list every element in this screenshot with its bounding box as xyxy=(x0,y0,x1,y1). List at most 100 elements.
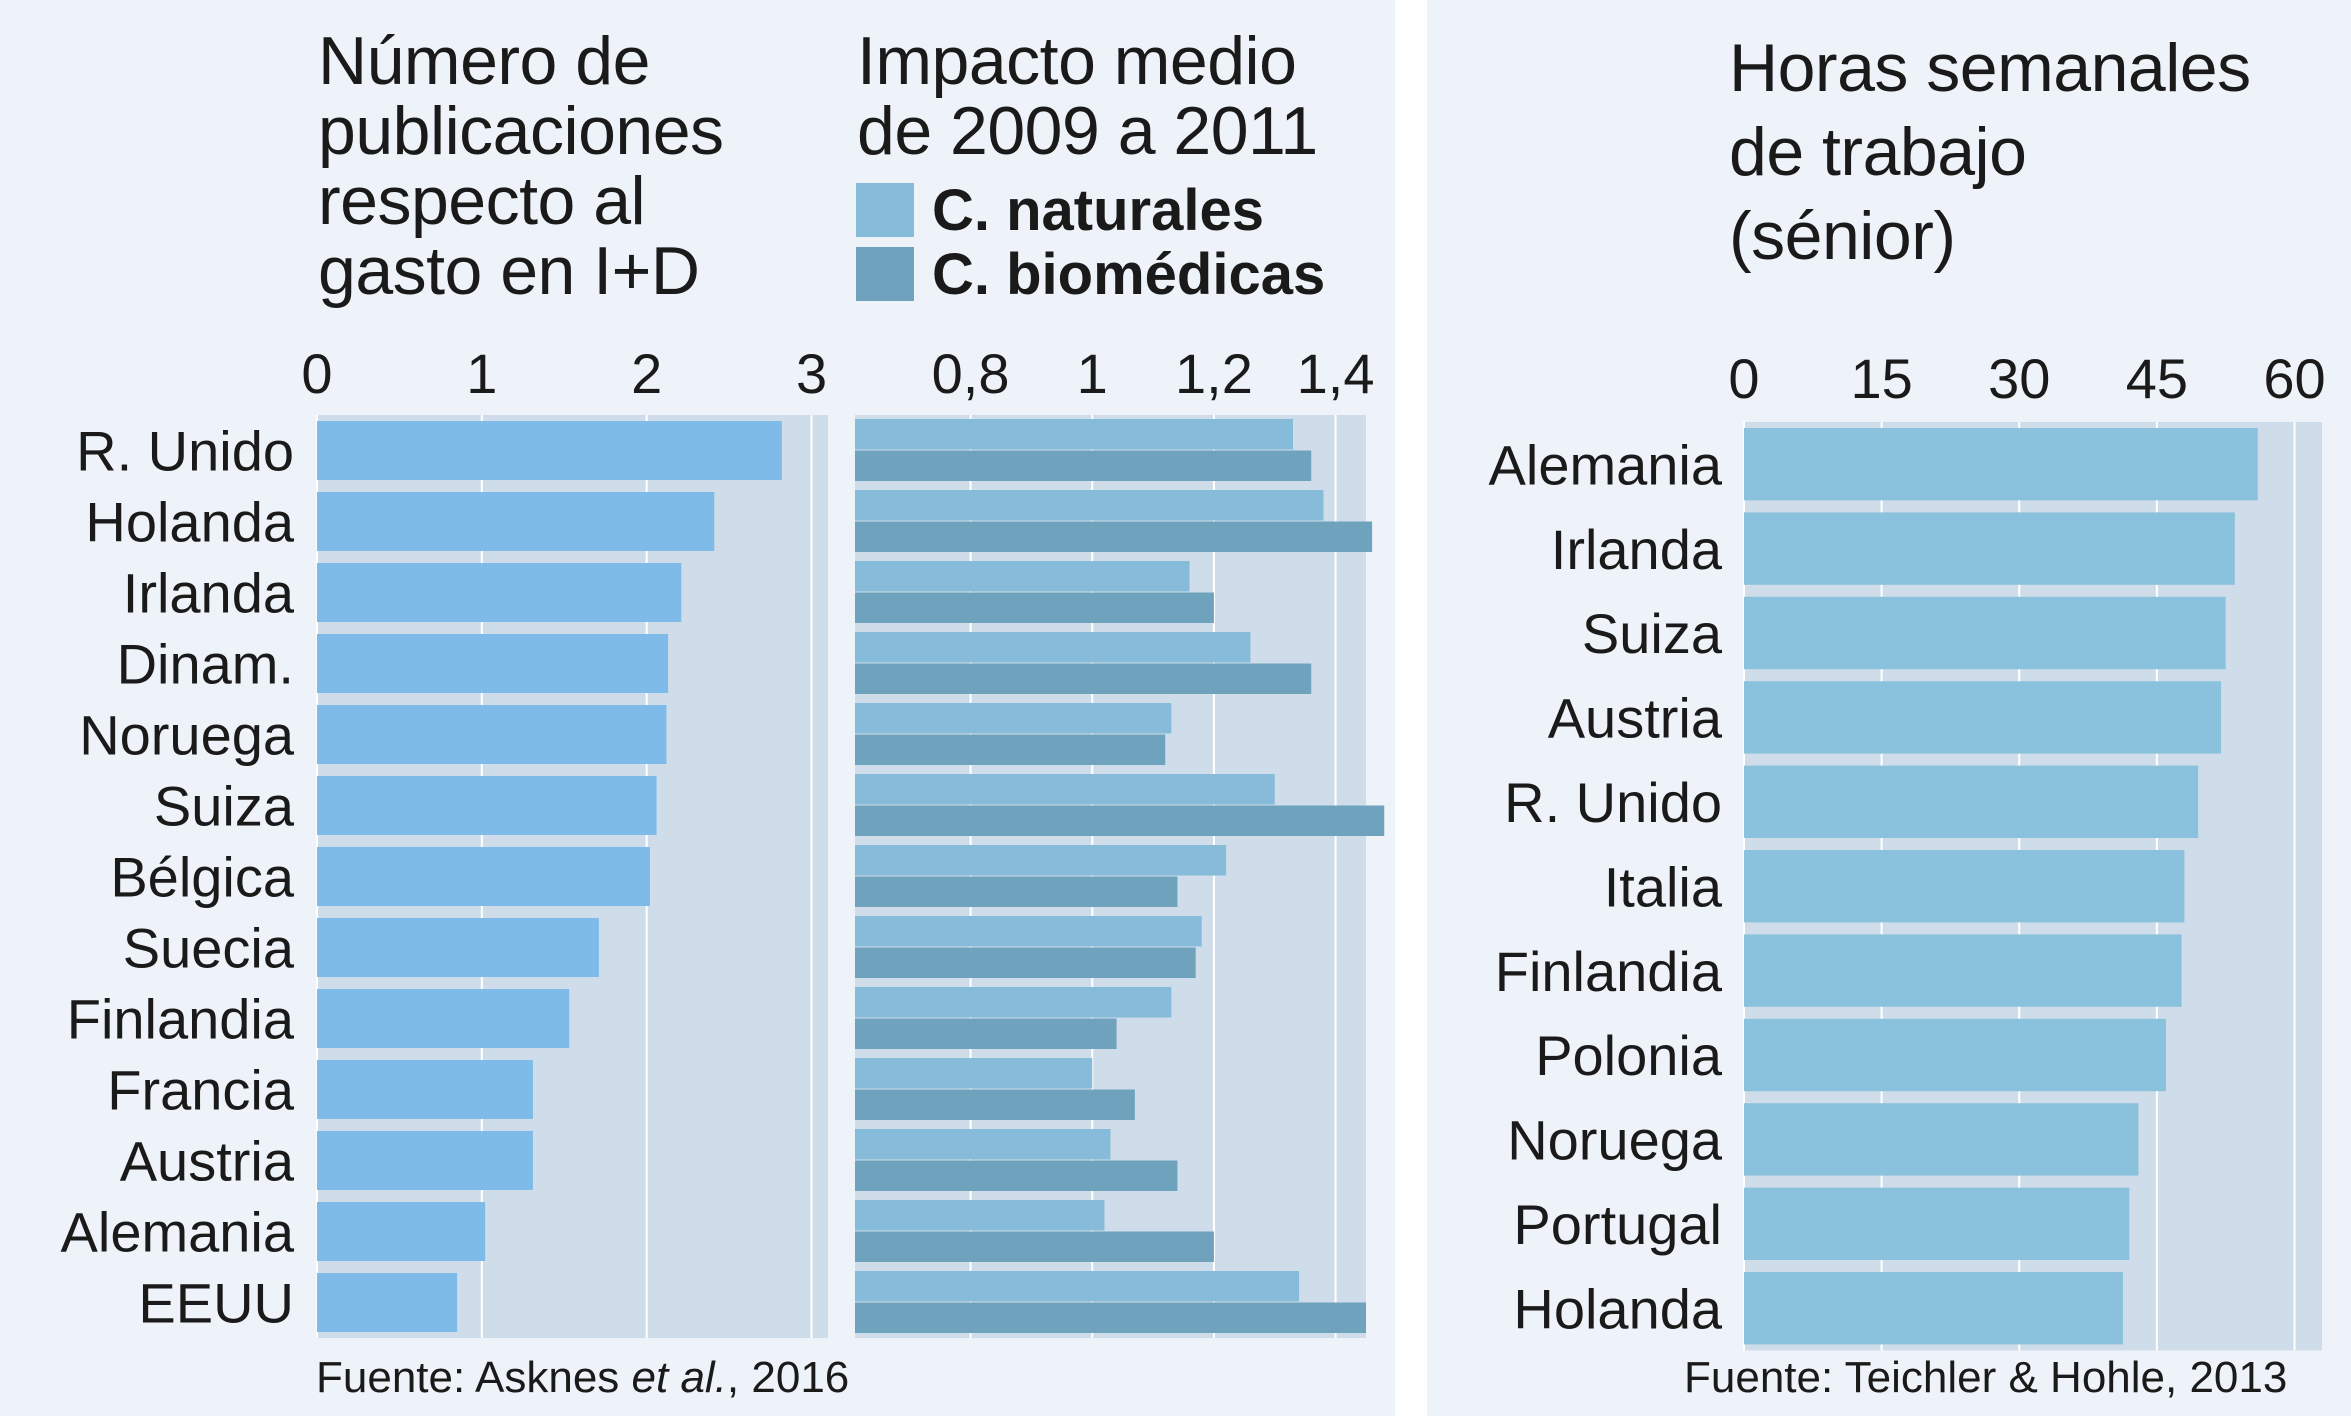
publications-category-label: Francia xyxy=(107,1059,295,1122)
impact-bar-natural xyxy=(855,490,1324,521)
publications-category-label: Holanda xyxy=(85,491,294,554)
hours-category-label: Finlandia xyxy=(1495,940,1723,1003)
impact-bar-natural xyxy=(855,1058,1093,1089)
publications-bar xyxy=(317,1202,486,1261)
hours-bar xyxy=(1744,428,2258,501)
hours-tick-label: 45 xyxy=(2126,347,2188,410)
hours-chart-title: Horas semanales de trabajo (sénior) xyxy=(1729,26,2251,278)
legend-label-biomed: C. biomédicas xyxy=(932,242,1326,307)
impact-bar-biomed xyxy=(855,1018,1117,1049)
publications-category-label: Austria xyxy=(120,1130,295,1193)
impact-bar-biomed xyxy=(855,1302,1366,1333)
publications-title-line: respecto al xyxy=(318,163,646,239)
impact-bar-natural xyxy=(855,845,1227,876)
impact-bar-biomed xyxy=(855,947,1196,978)
impact-bar-biomed xyxy=(855,805,1385,836)
impact-bar-natural xyxy=(855,561,1190,592)
legend-label-natural: C. naturales xyxy=(932,178,1264,243)
publications-category-label: Irlanda xyxy=(123,562,295,625)
source-left-prefix: Fuente: Asknes xyxy=(316,1353,632,1402)
hours-category-label: Italia xyxy=(1604,855,1723,918)
publications-category-label: R. Unido xyxy=(76,420,294,483)
impact-title-line: de 2009 a 2011 xyxy=(857,93,1318,169)
hours-tick-label: 30 xyxy=(1988,347,2050,410)
publications-bar xyxy=(317,1131,533,1190)
publications-tick-label: 3 xyxy=(796,342,827,405)
hours-category-label: Portugal xyxy=(1513,1193,1722,1256)
hours-category-label: Polonia xyxy=(1535,1024,1723,1087)
publications-bar xyxy=(317,918,599,977)
publications-title-line: gasto en I+D xyxy=(318,233,700,309)
publications-bar xyxy=(317,1060,533,1119)
hours-bar xyxy=(1744,1272,2123,1345)
publications-tick-label: 1 xyxy=(466,342,497,405)
hours-tick-label: 0 xyxy=(1728,347,1759,410)
publications-bar xyxy=(317,421,782,480)
source-left-italic: et al. xyxy=(631,1353,727,1402)
source-left: Fuente: Asknes et al., 2016 xyxy=(316,1354,849,1402)
impact-bar-biomed xyxy=(855,734,1166,765)
hours-category-label: Noruega xyxy=(1507,1109,1723,1172)
impact-bar-biomed xyxy=(855,876,1178,907)
publications-tick-label: 2 xyxy=(631,342,662,405)
hours-bar xyxy=(1744,1187,2130,1260)
publications-tick-label: 0 xyxy=(301,342,332,405)
hours-category-label: R. Unido xyxy=(1504,771,1722,834)
hours-bar xyxy=(1744,1018,2167,1092)
hours-category-label: Holanda xyxy=(1513,1277,1722,1340)
publications-bar xyxy=(317,634,669,693)
hours-bar xyxy=(1744,512,2235,585)
source-right: Fuente: Teichler & Hohle, 2013 xyxy=(1684,1353,2288,1402)
hours-category-label: Alemania xyxy=(1489,433,1723,496)
impact-chart: 0,8 1 1,2 1,4 xyxy=(855,342,1385,1338)
publications-chart-title: Número de publicaciones respecto al gast… xyxy=(318,26,724,306)
impact-tick-label: 1,2 xyxy=(1175,342,1253,405)
impact-bar-biomed xyxy=(855,1089,1135,1120)
hours-category-label: Suiza xyxy=(1582,602,1723,665)
hours-bar xyxy=(1744,681,2222,754)
hours-bar xyxy=(1744,850,2185,923)
legend-swatch-natural xyxy=(856,183,914,237)
impact-tick-label: 1 xyxy=(1077,342,1108,405)
impact-tick-label: 0,8 xyxy=(932,342,1010,405)
impact-bar-natural xyxy=(855,419,1293,450)
publications-bar xyxy=(317,989,570,1048)
publications-bar xyxy=(317,705,667,764)
hours-chart: 0 15 30 45 60 Alemania Irlanda Suiza Austria R. U… xyxy=(1489,347,2326,1351)
publications-title-line: publicaciones xyxy=(318,93,724,169)
legend-swatch-biomed xyxy=(856,247,914,301)
impact-chart-title: Impacto medio de 2009 a 2011 xyxy=(857,26,1318,166)
source-left-suffix: , 2016 xyxy=(726,1353,850,1402)
publications-category-label: Suiza xyxy=(154,775,295,838)
publications-chart: 0 1 2 3 R. Unido Holanda Irlanda Dinam. Noruega S… xyxy=(61,342,828,1338)
impact-bar-natural xyxy=(855,632,1251,663)
impact-bar-natural xyxy=(855,916,1202,947)
publications-category-label: Suecia xyxy=(123,917,295,980)
impact-bar-biomed xyxy=(855,1231,1214,1262)
impact-bar-natural xyxy=(855,1200,1105,1231)
impact-tick-label: 1,4 xyxy=(1297,342,1375,405)
impact-title-line: Impacto medio xyxy=(857,23,1297,99)
hours-tick-label: 15 xyxy=(1850,347,1912,410)
publications-bar xyxy=(317,1273,458,1332)
impact-bar-natural xyxy=(855,774,1275,805)
publications-category-label: Bélgica xyxy=(110,846,295,909)
publications-category-label: EEUU xyxy=(138,1272,294,1335)
impact-bar-natural xyxy=(855,987,1172,1018)
hours-bar xyxy=(1744,596,2226,670)
impact-bar-biomed xyxy=(855,592,1214,623)
publications-category-label: Finlandia xyxy=(67,988,295,1051)
publications-bar xyxy=(317,492,715,551)
impact-bar-biomed xyxy=(855,1160,1178,1191)
publications-title-line: Número de xyxy=(318,23,650,99)
impact-bar-biomed xyxy=(855,521,1373,552)
hours-bar xyxy=(1744,1103,2139,1176)
hours-category-label: Austria xyxy=(1548,687,1723,750)
impact-bar-natural xyxy=(855,1271,1300,1302)
publications-category-label: Noruega xyxy=(79,704,295,767)
hours-bar xyxy=(1744,934,2182,1007)
hours-title-line: Horas semanales xyxy=(1729,30,2251,106)
impact-bar-biomed xyxy=(855,450,1312,481)
publications-category-label: Dinam. xyxy=(117,633,294,696)
